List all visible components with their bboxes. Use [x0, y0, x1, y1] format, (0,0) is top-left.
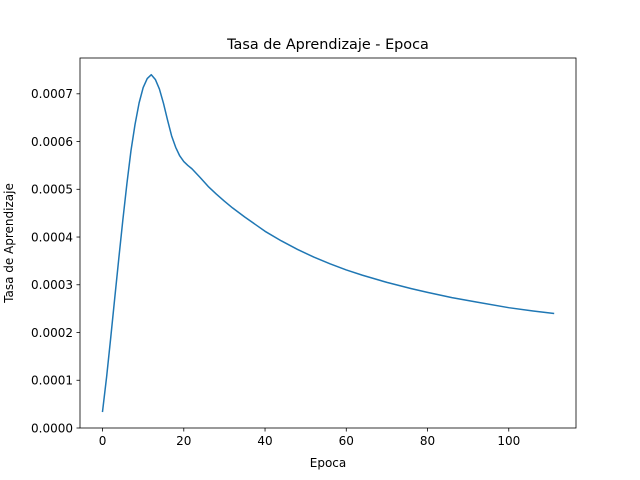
plot-frame — [79, 57, 577, 429]
x-axis-ticks: 0 20 40 60 80 100 — [99, 428, 520, 448]
y-tick-label: 0.0007 — [31, 87, 73, 101]
y-tick-label: 0.0001 — [31, 374, 73, 388]
plot-area — [80, 58, 576, 428]
x-tick-label: 80 — [420, 434, 435, 448]
x-axis-label: Epoca — [310, 456, 347, 470]
y-tick-label: 0.0003 — [31, 278, 73, 292]
y-tick-label: 0.0006 — [31, 135, 73, 149]
y-tick-label: 0.0005 — [31, 183, 73, 197]
chart-title: Tasa de Aprendizaje - Epoca — [226, 37, 429, 53]
x-tick-label: 0 — [99, 434, 107, 448]
y-axis-label: Tasa de Aprendizaje — [2, 183, 16, 304]
x-tick-label: 60 — [339, 434, 354, 448]
y-tick-label: 0.0002 — [31, 326, 73, 340]
x-tick-label: 20 — [176, 434, 191, 448]
y-tick-label: 0.0004 — [31, 230, 73, 244]
series-line — [101, 73, 555, 413]
y-tick-label: 0.0000 — [31, 421, 73, 435]
y-axis-ticks: 0.0000 0.0001 0.0002 0.0003 0.0004 0.0005 0.00… — [31, 87, 80, 435]
x-tick-label: 40 — [257, 434, 272, 448]
x-tick-label: 100 — [497, 434, 520, 448]
